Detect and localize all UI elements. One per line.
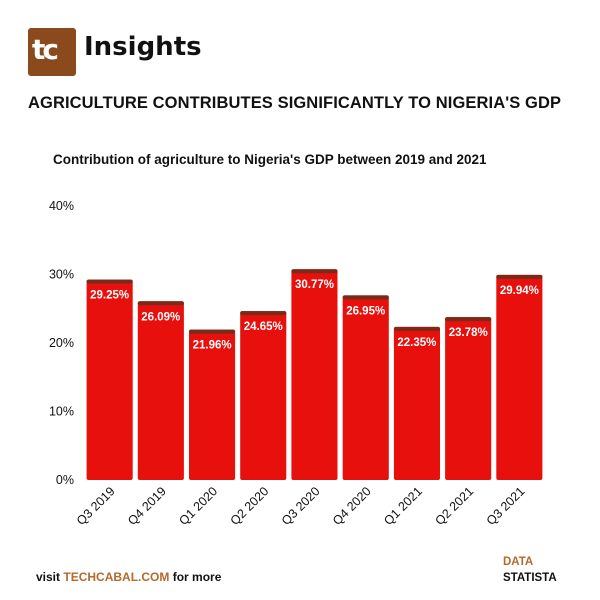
brand-name: Insights [84,32,202,62]
x-tick-label: Q2 2021 [433,484,477,528]
data-label: 21.96% [193,340,232,352]
bar [291,269,338,480]
x-tick-label: Q1 2021 [381,484,425,528]
bar [445,317,492,480]
x-tick-label: Q3 2020 [279,484,323,528]
x-tick-label: Q2 2020 [228,484,272,528]
bar-cap [342,295,389,300]
bar [86,279,133,480]
x-tick-label: Q4 2020 [330,484,374,528]
bar [496,274,543,480]
site-link[interactable]: TECHCABAL.COM [63,570,170,584]
techcabal-logo: tc [28,28,76,76]
x-tick-label: Q4 2019 [125,484,169,528]
bar [189,329,236,480]
data-label: 26.95% [346,305,385,317]
footer-visit: visit TECHCABAL.COM for more [36,570,221,584]
y-tick-label: 40% [49,199,74,213]
source-name: STATISTA [503,572,557,584]
bar [393,326,440,480]
y-tick-label: 20% [49,336,74,350]
y-tick-label: 10% [49,405,74,419]
chart-title: Contribution of agriculture to Nigeria's… [53,152,487,167]
x-tick-label: Q3 2019 [74,484,118,528]
data-label: 30.77% [295,279,334,291]
source-label: DATA [503,556,534,568]
bar-cap [137,301,184,306]
x-tick-label: Q1 2020 [176,484,220,528]
bar-cap [496,274,543,279]
visit-suffix: for more [169,570,222,584]
bar-cap [189,329,236,334]
bar-cap [240,311,287,316]
bar-cap [291,269,338,274]
visit-prefix: visit [36,570,64,584]
bar [342,295,389,480]
headline: AGRICULTURE CONTRIBUTES SIGNIFICANTLY TO… [28,94,562,112]
bar-cap [445,317,492,322]
data-label: 26.09% [141,311,180,323]
x-tick-label: Q3 2021 [484,484,528,528]
bar-cap [86,279,133,284]
data-label: 24.65% [244,321,283,333]
data-label: 29.94% [500,285,539,297]
data-label: 23.78% [449,327,488,339]
y-tick-label: 0% [56,473,74,487]
bar-cap [393,326,440,331]
bar [137,301,184,480]
y-tick-label: 30% [49,268,74,282]
data-label: 22.35% [397,337,436,349]
logo-text: tc [32,33,59,66]
data-label: 29.25% [90,290,129,302]
bar [240,311,287,480]
